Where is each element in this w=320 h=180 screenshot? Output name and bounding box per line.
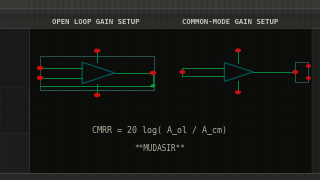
Text: COMMON-MODE GAIN SETUP: COMMON-MODE GAIN SETUP	[182, 19, 278, 26]
Bar	[0, 173, 320, 180]
Circle shape	[151, 85, 155, 87]
Circle shape	[95, 94, 100, 96]
Bar	[0, 18, 320, 28]
Circle shape	[307, 65, 310, 67]
Circle shape	[95, 49, 100, 52]
Bar	[0, 8, 320, 14]
Bar	[0, 28, 29, 173]
Text: CMRR = 20 log( A_ol / A_cm): CMRR = 20 log( A_ol / A_cm)	[92, 126, 228, 135]
Bar	[0, 88, 29, 133]
Bar	[0, 0, 320, 8]
Circle shape	[307, 77, 310, 79]
Text: OPEN LOOP GAIN SETUP: OPEN LOOP GAIN SETUP	[52, 19, 140, 26]
Circle shape	[180, 71, 185, 73]
Circle shape	[150, 71, 156, 74]
Bar	[0, 0, 320, 28]
Bar	[40, 56, 154, 90]
Circle shape	[293, 71, 298, 73]
Text: **MUDASIR**: **MUDASIR**	[135, 144, 185, 153]
Circle shape	[236, 91, 240, 94]
Circle shape	[37, 76, 43, 79]
Bar	[312, 28, 320, 173]
Bar	[0, 133, 29, 173]
Circle shape	[37, 67, 43, 69]
Bar	[29, 28, 312, 173]
Bar	[295, 62, 308, 82]
Circle shape	[236, 49, 240, 52]
